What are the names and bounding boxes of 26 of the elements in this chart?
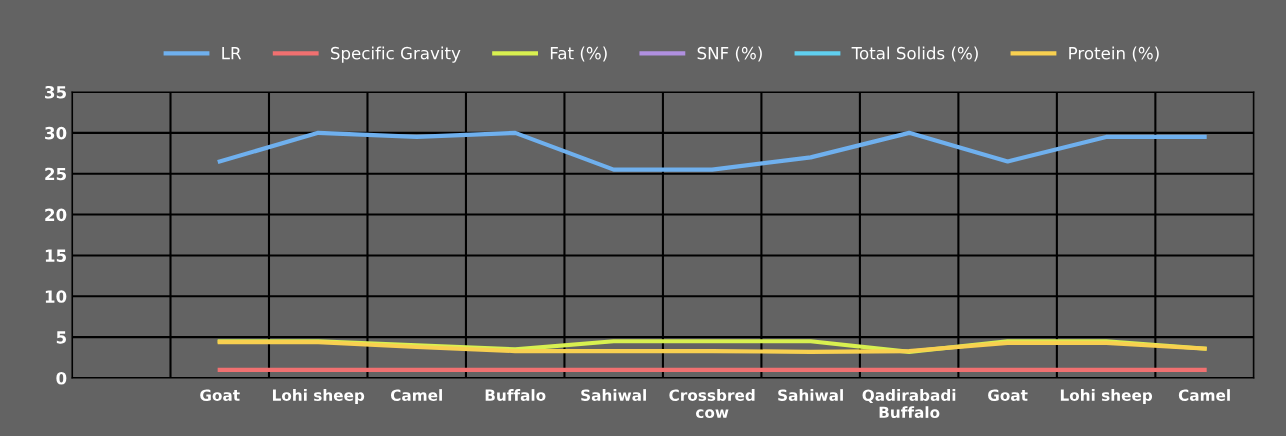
legend-label: Total Solids (%): [851, 46, 978, 62]
x-tick-label: Lohi sheep: [272, 389, 365, 404]
x-tick-label: Sahiwal: [778, 389, 843, 401]
legend-label: Specific Gravity: [330, 46, 461, 63]
y-tick-label: 10: [45, 290, 67, 303]
x-tick-label: Goat: [200, 389, 240, 401]
x-tick-label: Camel: [1178, 389, 1230, 401]
line-series: [217, 130, 1207, 172]
x-tick-label: Lohi sheep: [1060, 389, 1153, 404]
y-tick-label: 35: [45, 85, 66, 99]
legend-label: LR: [222, 47, 242, 60]
y-tick-label: 30: [45, 126, 67, 140]
y-tick-label: 0: [56, 371, 67, 385]
x-tick-label: Crossbred cow: [669, 389, 755, 419]
legend-label: Fat (%): [550, 46, 607, 62]
x-tick-label: Qadirabadi Buffalo: [862, 389, 956, 419]
y-tick-label: 5: [56, 331, 66, 344]
x-tick-label: Goat: [988, 389, 1028, 401]
legend-label: Protein (%): [1069, 46, 1159, 62]
x-tick-label: Camel: [390, 389, 442, 401]
legend-label: SNF (%): [697, 46, 762, 62]
y-tick-label: 25: [45, 167, 66, 181]
y-tick-label: 20: [45, 208, 67, 222]
x-tick-label: Sahiwal: [581, 389, 646, 401]
y-tick-label: 15: [45, 249, 66, 262]
x-tick-label: Buffalo: [485, 389, 546, 401]
